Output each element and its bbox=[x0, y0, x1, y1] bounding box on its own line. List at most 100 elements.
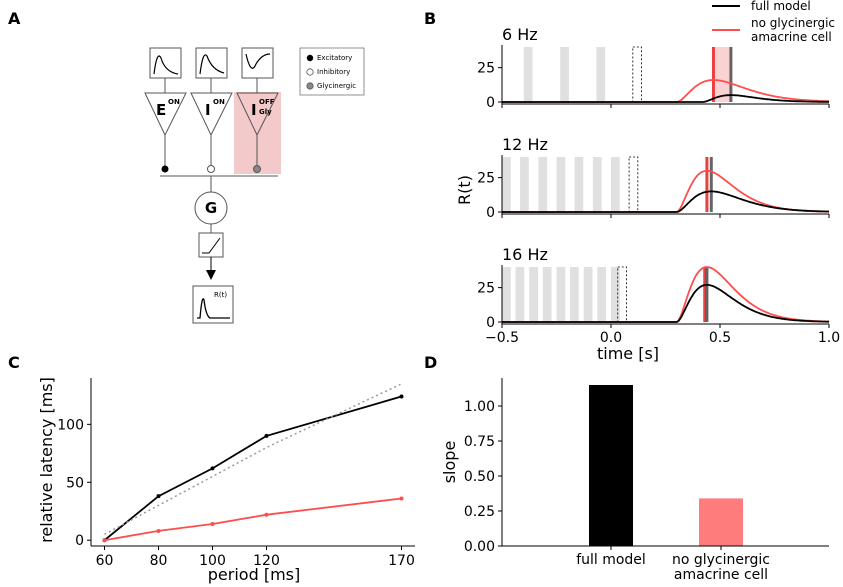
x-tick-label: −0.5 bbox=[485, 330, 519, 346]
stimulus-flash bbox=[502, 267, 511, 322]
unit-gly-label: I bbox=[251, 101, 257, 119]
response-full-model bbox=[502, 190, 829, 213]
slope-bar bbox=[589, 385, 633, 546]
y-tick-label: 0.75 bbox=[464, 434, 495, 450]
legend-full-model: full model bbox=[751, 0, 811, 13]
latency-point bbox=[264, 433, 269, 438]
y-tick-label: 0 bbox=[486, 315, 495, 331]
stimulus-flash bbox=[574, 157, 584, 212]
stimulus-flash bbox=[538, 157, 548, 212]
unit-gly-triangle bbox=[236, 92, 279, 137]
panel-b-x-axis-title: time [s] bbox=[597, 344, 659, 363]
x-tick-label: 0.0 bbox=[600, 330, 622, 346]
response-no-glycinergic bbox=[502, 79, 830, 103]
excitatory-synapse bbox=[161, 165, 169, 173]
panel-label-b: B bbox=[424, 9, 436, 28]
unit-e-superscript: ON bbox=[168, 98, 180, 106]
y-tick-label: 0 bbox=[75, 533, 84, 549]
panel-b-legend: full model no glycinergic amacrine cell bbox=[712, 0, 839, 44]
unit-gly-superscript: OFF bbox=[259, 98, 275, 106]
panel-label-c: C bbox=[8, 353, 20, 372]
y-tick-label: 25 bbox=[477, 171, 495, 187]
y-tick-label: 0 bbox=[486, 205, 495, 221]
unit-i-triangle bbox=[190, 92, 233, 137]
latency-point bbox=[156, 494, 161, 499]
stimulus-flash bbox=[529, 267, 538, 322]
stimulus-flash bbox=[570, 267, 579, 322]
omitted-flash bbox=[632, 46, 642, 103]
latency-point bbox=[399, 394, 404, 399]
stimulus-flash bbox=[611, 157, 620, 212]
stimulus-flash bbox=[592, 157, 602, 212]
latency-point bbox=[264, 512, 269, 517]
stimulus-flash bbox=[560, 47, 569, 102]
stimulus-flash bbox=[502, 157, 511, 212]
latency-point bbox=[210, 466, 215, 471]
omitted-flash bbox=[628, 156, 639, 213]
unit-e-triangle bbox=[144, 92, 187, 137]
fit-line bbox=[104, 383, 402, 536]
y-tick-label: 0.50 bbox=[464, 469, 495, 485]
glycinergic-synapse bbox=[253, 165, 261, 173]
panel-label-d: D bbox=[424, 353, 437, 372]
legend-inhibitory: Inhibitory bbox=[317, 68, 350, 76]
subplot-title: 16 Hz bbox=[502, 245, 548, 264]
y-tick-label: 50 bbox=[66, 475, 84, 491]
x-tick-label: amacrine cell bbox=[674, 567, 768, 583]
unit-e-label: E bbox=[156, 101, 166, 119]
unit-i-superscript: ON bbox=[213, 98, 225, 106]
y-tick-label: 25 bbox=[477, 61, 495, 77]
panel-b-responses: 0 25 6 Hz 0 25 12 Hz 0 25 16 Hz −0.5 0.0 0.5 1.0 bbox=[477, 25, 840, 346]
panel-label-a: A bbox=[8, 9, 21, 28]
latency-point bbox=[102, 538, 107, 543]
latency-point bbox=[156, 528, 161, 533]
panel-c-latency: 0 50 100 60 80 100 120 170 bbox=[57, 378, 415, 569]
stimulus-flash bbox=[556, 157, 566, 212]
y-tick-label: 25 bbox=[477, 281, 495, 297]
x-tick-label: full model bbox=[576, 552, 646, 568]
legend-no-glycinergic: no glycinergic amacrine cell bbox=[751, 16, 839, 44]
y-tick-label: 0.00 bbox=[464, 539, 495, 555]
x-tick-label: 170 bbox=[388, 553, 415, 569]
filter-box-i bbox=[195, 47, 228, 79]
y-tick-label: 0 bbox=[486, 95, 495, 111]
x-tick-label: 100 bbox=[199, 553, 226, 569]
latency-point bbox=[399, 496, 404, 501]
x-tick-label: 120 bbox=[253, 553, 280, 569]
latency-line bbox=[103, 395, 402, 541]
x-tick-label: 60 bbox=[96, 553, 114, 569]
panel-b-y-axis-title: R(t) bbox=[455, 175, 474, 205]
x-tick-label: 80 bbox=[150, 553, 168, 569]
panel-d-y-axis-title: slope bbox=[440, 441, 459, 484]
response-full-model bbox=[502, 94, 829, 103]
stimulus-flash bbox=[597, 267, 606, 322]
y-tick-label: 1.00 bbox=[464, 399, 495, 415]
stimulus-flash bbox=[611, 267, 620, 322]
stimulus-flash bbox=[596, 47, 606, 102]
response-full-model bbox=[502, 284, 829, 323]
stimulus-flash bbox=[515, 267, 525, 322]
response-label: R(t) bbox=[214, 291, 227, 299]
subplot-title: 6 Hz bbox=[502, 25, 538, 44]
arrow-down-icon bbox=[206, 270, 216, 280]
panel-c-x-axis-title: period [ms] bbox=[208, 565, 300, 584]
y-tick-label: 100 bbox=[57, 417, 84, 433]
stimulus-flash bbox=[523, 47, 533, 102]
pooling-label: G bbox=[205, 199, 217, 217]
panel-d-slope: 0.00 0.25 0.50 0.75 1.00 full model no glycine… bbox=[464, 378, 829, 583]
filter-box-gly bbox=[241, 47, 274, 79]
unit-i-label: I bbox=[205, 101, 211, 119]
panel-c-y-axis-title: relative latency [ms] bbox=[37, 377, 56, 543]
x-tick-label: 1.0 bbox=[818, 330, 840, 346]
stimulus-flash bbox=[556, 267, 566, 322]
stimulus-flash bbox=[542, 267, 552, 322]
x-tick-label: 0.5 bbox=[709, 330, 731, 346]
unit-gly-subscript: Gly bbox=[259, 108, 272, 116]
stimulus-flash bbox=[583, 267, 593, 322]
subplot-title: 12 Hz bbox=[502, 135, 548, 154]
legend-glycinergic: Glycinergic bbox=[317, 82, 356, 90]
inhibitory-synapse bbox=[207, 165, 215, 173]
stimulus-flash bbox=[520, 157, 529, 212]
filter-box-e bbox=[149, 47, 182, 79]
